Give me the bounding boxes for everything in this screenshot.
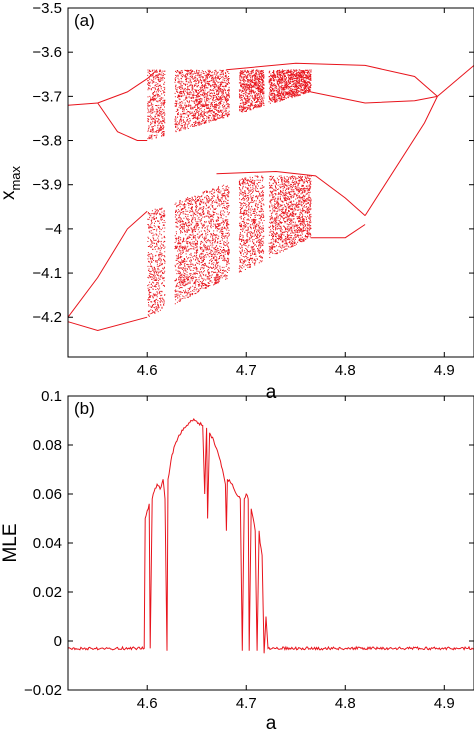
y-tick-label: −3.8	[32, 133, 62, 150]
svg-text:xmax: xmax	[0, 165, 23, 200]
panel-a-y-axis-label: x	[0, 190, 19, 200]
panel-b-frame	[67, 395, 474, 691]
y-tick-label: −4.2	[32, 309, 62, 326]
x-tick-label: 4.6	[137, 362, 158, 379]
y-tick-label: −3.5	[32, 0, 62, 17]
y-tick-label: 0.02	[33, 584, 62, 601]
panel-b-mle: 4.6 4.7 4.8 4.9 −0.02 0 0.02 0.04 0.06 0.08 0.1 (…	[0, 388, 474, 734]
panel-a-frame	[67, 7, 474, 358]
y-tick-label: −3.6	[32, 44, 62, 61]
y-tick-label: 0.04	[33, 535, 62, 552]
panel-b-y-ticks: −0.02 0 0.02 0.04 0.06 0.08 0.1	[24, 388, 474, 699]
lower-left-bottom-curve	[67, 316, 148, 332]
y-tick-label: −0.02	[24, 682, 62, 699]
panel-a-bifurcation: 4.6 4.7 4.8 4.9 −4.2−4.1−4−3.9−3.8−3.7−3.6−…	[0, 0, 474, 403]
y-tick-label: −4	[45, 221, 62, 238]
x-tick-label: 4.8	[335, 695, 356, 712]
y-tick-label: 0.06	[33, 486, 62, 503]
y-tick-label: −4.1	[32, 265, 62, 282]
upper-periodic-bottom-curve	[97, 102, 148, 141]
panel-a-y-axis-label-group: xmax	[0, 165, 23, 200]
panel-b-x-axis-label: a	[266, 713, 277, 734]
panel-b-x-ticks: 4.6 4.7 4.8 4.9	[137, 396, 455, 712]
x-tick-label: 4.9	[434, 362, 455, 379]
lower-left-top-curve	[67, 210, 148, 318]
panel-a-y-axis-subscript: max	[8, 165, 23, 190]
lower-tail-curve	[364, 96, 438, 216]
bifurcation-curves	[67, 62, 474, 332]
y-tick-label: 0.08	[33, 437, 62, 454]
upper-periodic-top-curve	[97, 69, 158, 104]
panel-b-y-axis-label: MLE	[0, 523, 21, 562]
lower-outer-top-curve	[216, 170, 366, 216]
panel-a-tag: (a)	[74, 11, 95, 30]
panel-a-x-ticks: 4.6 4.7 4.8 4.9	[137, 8, 455, 379]
mle-series-line	[67, 418, 474, 654]
y-tick-label: 0	[54, 633, 62, 650]
x-tick-label: 4.7	[236, 362, 257, 379]
y-tick-label: 0.1	[41, 388, 62, 405]
upper-outer-bottom-curve	[310, 91, 438, 104]
x-tick-label: 4.9	[434, 695, 455, 712]
upper-tail-curve	[437, 65, 474, 97]
x-tick-label: 4.8	[335, 362, 356, 379]
y-tick-label: −3.7	[32, 88, 62, 105]
upper-period1-curve	[67, 102, 98, 106]
lower-outer-bottom-curve	[310, 224, 366, 239]
panel-a-y-ticks: −4.2 −4.1 −4 −3.9 −3.8 −3.7 −3.6 −3.5	[32, 0, 474, 326]
x-tick-label: 4.7	[236, 695, 257, 712]
x-tick-label: 4.6	[137, 695, 158, 712]
chaotic-point-cloud	[147, 69, 312, 317]
panel-a-x-axis-label: a	[266, 382, 277, 403]
bifurcation-points	[147, 69, 312, 317]
y-tick-label: −3.9	[32, 177, 62, 194]
panel-b-tag: (b)	[74, 399, 95, 418]
upper-outer-top-curve	[226, 62, 438, 97]
